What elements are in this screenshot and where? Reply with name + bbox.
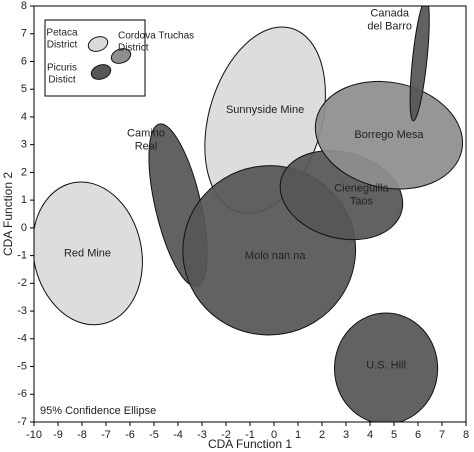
y-tick-label: 6 — [21, 55, 27, 67]
confidence-ellipse — [314, 80, 464, 190]
ellipse-label: Canada — [370, 7, 409, 19]
x-tick-label: 0 — [271, 429, 277, 441]
confidence-ellipse — [409, 6, 430, 122]
legend-label: District — [118, 43, 149, 54]
x-tick-label: -6 — [125, 429, 135, 441]
ellipse-label: Red Mine — [64, 247, 111, 259]
y-tick-label: 0 — [21, 222, 27, 234]
x-tick-label: 3 — [343, 429, 349, 441]
confidence-ellipse — [333, 312, 439, 422]
ellipse-label: Sunnyside Mine — [226, 104, 304, 116]
y-tick-label: -7 — [17, 416, 27, 428]
y-tick-label: 8 — [21, 0, 27, 12]
y-tick-label: -4 — [17, 333, 27, 345]
x-tick-label: 5 — [391, 429, 397, 441]
x-tick-label: 6 — [415, 429, 421, 441]
y-tick-label: -5 — [17, 360, 27, 372]
y-tick-label: 3 — [21, 139, 27, 151]
x-tick-label: -2 — [221, 429, 231, 441]
legend-label: Distict — [48, 75, 75, 86]
x-tick-label: 1 — [295, 429, 301, 441]
x-tick-label: -8 — [77, 429, 87, 441]
y-tick-label: 7 — [21, 28, 27, 40]
legend-label: District — [47, 40, 78, 51]
legend-swatch — [87, 36, 109, 52]
x-tick-label: -7 — [101, 429, 111, 441]
x-tick-label: -3 — [197, 429, 207, 441]
y-axis-title: CDA Function 2 — [1, 172, 15, 256]
x-tick-label: 7 — [439, 429, 445, 441]
ellipse-label: Real — [135, 141, 158, 153]
x-tick-label: 2 — [319, 429, 325, 441]
x-axis-title: CDA Function 1 — [208, 437, 292, 451]
x-tick-label: -4 — [173, 429, 183, 441]
ellipse-label: Cieneguilla — [334, 183, 389, 195]
ellipse-label: Borrego Mesa — [354, 129, 424, 141]
x-tick-label: -5 — [149, 429, 159, 441]
y-tick-label: 2 — [21, 166, 27, 178]
y-tick-label: 5 — [21, 83, 27, 95]
confidence-ellipse — [34, 181, 143, 326]
legend-label: Picuris — [47, 63, 77, 74]
y-tick-label: -1 — [17, 250, 27, 262]
x-tick-label: -1 — [245, 429, 255, 441]
y-tick-label: -2 — [17, 277, 27, 289]
y-tick-label: -6 — [17, 388, 27, 400]
annotation: 95% Confidence Ellipse — [40, 405, 156, 417]
x-tick-label: -10 — [26, 429, 42, 441]
legend-swatch — [90, 64, 112, 80]
ellipse-label: Camino — [127, 128, 165, 140]
legend-label: Petaca — [46, 28, 78, 39]
ellipse-label: Taos — [350, 196, 374, 208]
y-tick-label: 4 — [21, 111, 27, 123]
y-tick-label: -3 — [17, 305, 27, 317]
x-tick-label: -9 — [53, 429, 63, 441]
legend-swatch — [110, 48, 132, 64]
ellipse-label: del Barro — [367, 20, 412, 32]
ellipse-label: U.S. Hill — [366, 359, 406, 371]
x-tick-label: 8 — [463, 429, 469, 441]
plot-area — [34, 6, 464, 422]
y-tick-label: 1 — [21, 194, 27, 206]
ellipse-label: Molo nan na — [245, 250, 306, 262]
x-tick-label: 4 — [367, 429, 373, 441]
legend-label: Cordova Truchas — [118, 31, 194, 42]
